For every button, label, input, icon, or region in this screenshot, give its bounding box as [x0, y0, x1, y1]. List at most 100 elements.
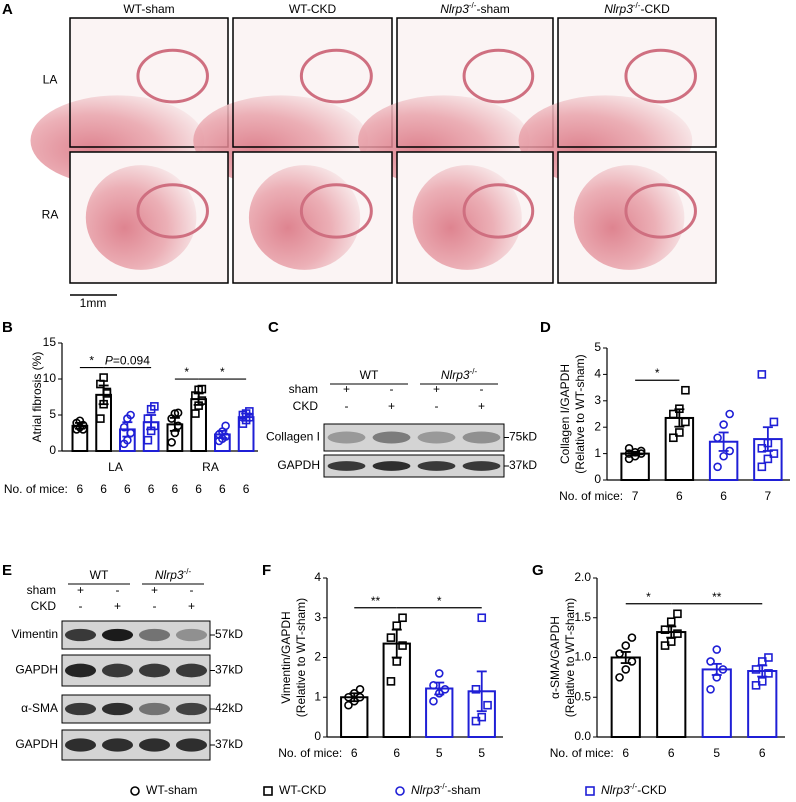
condition-sign: + [114, 599, 121, 613]
group-label: WT [360, 368, 379, 382]
y-axis-label: Vimentin/GAPDH [279, 611, 293, 703]
column-header-part: -/- [469, 1, 477, 10]
tissue [573, 165, 685, 270]
band [138, 738, 171, 752]
condition-sign: - [79, 599, 83, 613]
legend-label-part: Nlrp3 [411, 783, 440, 797]
data-point [627, 657, 637, 666]
band [372, 431, 411, 444]
band [138, 702, 171, 716]
y-tick-label: 3 [594, 393, 601, 407]
condition-sign: + [343, 382, 350, 396]
data-point [681, 417, 690, 427]
data-point [99, 373, 108, 382]
data-point [764, 653, 773, 662]
data-point [757, 677, 767, 686]
y-tick-label: 1 [594, 446, 601, 460]
legend-label: WT-sham [146, 783, 197, 797]
data-point [669, 433, 678, 443]
n-count: 6 [148, 482, 155, 496]
data-point [718, 665, 728, 674]
significance-label-part: ** [371, 594, 381, 608]
band [175, 702, 208, 716]
data-point [719, 451, 728, 461]
legend-label: Nlrp3-/--CKD [601, 782, 667, 798]
group-label-part: Nlrp3 [155, 568, 184, 582]
data-point [344, 692, 353, 702]
row-label: Collagen I [266, 430, 320, 444]
y-tick-label: 5 [49, 407, 56, 421]
data-point [355, 692, 365, 702]
y-tick-label: 0.5 [574, 689, 591, 703]
data-point [173, 408, 183, 418]
size-label: 37kD [509, 458, 537, 472]
tissue [136, 48, 209, 104]
data-point [477, 613, 487, 623]
panel-letter: F [262, 562, 271, 579]
data-point [725, 409, 734, 419]
tissue [462, 48, 535, 104]
data-point [245, 407, 254, 416]
n-count: 6 [172, 482, 179, 496]
n-count: 5 [713, 746, 720, 760]
y-tick-label: 5 [594, 340, 601, 354]
data-point [621, 665, 631, 674]
legend-label: WT-CKD [279, 783, 327, 797]
data-point [763, 454, 773, 464]
n-count: 7 [765, 489, 772, 503]
significance-label: * [437, 594, 442, 608]
size-label: 37kD [215, 663, 243, 677]
significance-label: * [184, 365, 189, 379]
column-header: WT-sham [123, 2, 174, 16]
data-point [429, 696, 438, 706]
size-label: 75kD [509, 430, 537, 444]
data-point [713, 433, 722, 443]
significance-label: P=0.094 [105, 354, 150, 368]
n-label: No. of mice: [559, 489, 623, 503]
group-label-part: Nlrp3 [441, 368, 470, 382]
band [417, 431, 456, 444]
bar [340, 696, 369, 738]
data-point [191, 409, 200, 418]
tissue [85, 165, 197, 270]
data-point [392, 621, 402, 631]
group-label: Nlrp3-/- [155, 567, 192, 583]
band [327, 461, 366, 471]
significance-label: ** [712, 590, 722, 604]
n-count: 6 [195, 482, 202, 496]
data-point [344, 700, 353, 710]
n-count: 6 [100, 482, 107, 496]
band [64, 628, 97, 642]
band [327, 431, 366, 444]
condition-sign: + [433, 382, 440, 396]
data-point [150, 402, 159, 411]
bar [701, 668, 732, 738]
data-point [669, 409, 678, 419]
n-label: No. of mice: [550, 746, 614, 760]
size-label: 42kD [215, 701, 243, 715]
condition-sign: - [345, 399, 349, 413]
significance-label-part: P [105, 354, 113, 368]
significance-label-part: * [655, 366, 660, 380]
y-tick-label: 2 [594, 419, 601, 433]
n-count: 6 [351, 746, 358, 760]
panel-letter: G [532, 562, 544, 579]
column-header-part: -/- [633, 1, 641, 10]
legend-label-part: -sham [447, 783, 480, 797]
band [101, 663, 134, 678]
legend-label-part: WT-CKD [279, 783, 327, 797]
tissue [462, 183, 535, 239]
condition-sign: - [190, 583, 194, 597]
image-border [232, 17, 393, 148]
row-label: RA [42, 208, 59, 222]
tissue [299, 183, 373, 239]
band [462, 461, 501, 471]
column-header: Nlrp3-/--CKD [604, 1, 670, 17]
image-border [396, 151, 554, 284]
data-point [757, 370, 767, 379]
row-label: GAPDH [15, 663, 58, 677]
legend-label-part: -/- [440, 782, 448, 791]
band [175, 663, 208, 678]
band [64, 663, 97, 678]
y-tick-label: 1.0 [574, 650, 591, 664]
